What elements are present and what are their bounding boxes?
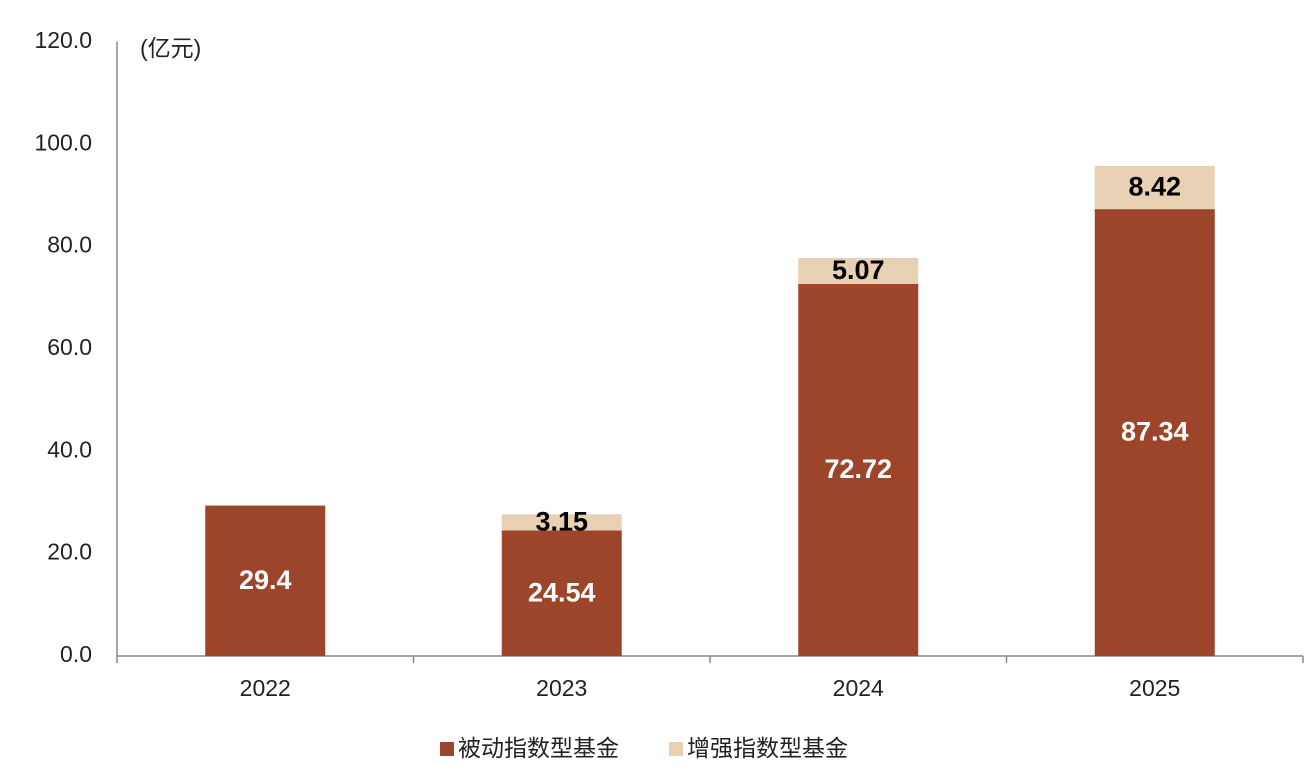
value-label: 3.15 bbox=[535, 507, 588, 537]
x-tick-label: 2025 bbox=[1129, 675, 1180, 701]
value-label: 29.4 bbox=[239, 565, 292, 595]
value-label: 24.54 bbox=[528, 577, 596, 607]
bar-segment bbox=[1094, 166, 1215, 210]
y-tick-label: 20.0 bbox=[47, 539, 92, 565]
legend-swatch bbox=[440, 742, 454, 756]
y-tick-label: 0.0 bbox=[60, 641, 92, 667]
value-label: 72.72 bbox=[824, 454, 892, 484]
bar-segment bbox=[1094, 209, 1215, 656]
y-unit: (亿元) bbox=[140, 35, 201, 61]
legend-label: 增强指数型基金 bbox=[687, 735, 848, 761]
x-tick-label: 2023 bbox=[536, 675, 587, 701]
value-label: 5.07 bbox=[832, 255, 885, 285]
y-tick-label: 40.0 bbox=[47, 436, 92, 462]
bar-segment bbox=[501, 514, 622, 531]
bar-segment bbox=[205, 505, 326, 656]
legend-label: 被动指数型基金 bbox=[458, 735, 619, 761]
legend-swatch bbox=[669, 742, 683, 756]
x-tick-label: 2022 bbox=[240, 675, 291, 701]
y-tick-label: 100.0 bbox=[34, 129, 92, 155]
bar-segment bbox=[798, 283, 919, 656]
value-label: 87.34 bbox=[1121, 417, 1189, 447]
bar-segment bbox=[501, 530, 622, 656]
y-tick-label: 120.0 bbox=[34, 27, 92, 53]
y-tick-label: 60.0 bbox=[47, 334, 92, 360]
y-tick-label: 80.0 bbox=[47, 232, 92, 258]
value-label: 8.42 bbox=[1128, 172, 1181, 202]
bar-segment bbox=[798, 257, 919, 284]
x-tick-label: 2024 bbox=[833, 675, 884, 701]
